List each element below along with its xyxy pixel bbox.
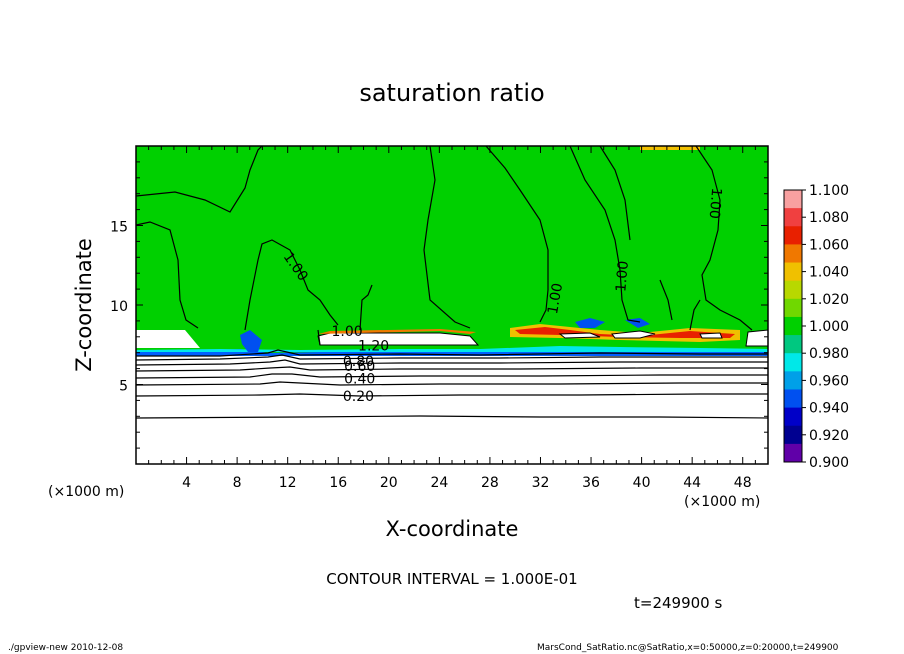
contour-label: 1.00 [545,282,566,315]
y-tick-label: 15 [110,220,128,236]
x-tick-label: 24 [430,475,448,491]
x-tick-label: 12 [279,475,297,491]
x-tick-label: 16 [329,475,347,491]
field-cloud-white-right [558,330,723,339]
contour-label: 0.20 [343,389,374,405]
colorbar-label: 0.980 [809,346,849,362]
colorbar-swatch [784,407,802,427]
y-tick-label: 10 [110,299,128,315]
contour-label: 0.40 [344,372,375,388]
contour-labels: 1.001.001.001.001.001.200.800.600.400.20 [280,187,724,405]
x-tick-label: 40 [633,475,651,491]
colorbar-swatch [784,443,802,463]
colorbar-swatch [784,190,802,209]
colorbar-swatch [784,226,802,245]
field-top-yellow-strip [640,146,700,150]
x-tick-label: 36 [582,475,600,491]
colorbar-swatch [784,280,802,300]
plot-area: 1.001.001.001.001.001.200.800.600.400.20 [136,146,768,464]
x-tick-label: 8 [233,475,242,491]
colorbar-label: 0.900 [809,455,849,471]
field-cloud-orange-top [318,329,476,334]
x-unit-left: (×1000 m) [48,484,124,500]
y-axis: 5 10 15 [110,161,768,449]
colorbar-swatch [784,208,802,227]
x-axis-label: X-coordinate [386,517,519,541]
x-axis: 4 8 12 16 20 24 28 32 36 40 44 48 [148,146,756,491]
contours-subsat [136,349,768,419]
colorbar: 1.100 1.080 1.060 1.040 1.020 1.000 0.980 0.960… [783,183,849,471]
colorbar-swatch [784,425,802,445]
contour-interval: CONTOUR INTERVAL = 1.000E-01 [326,570,577,588]
field-cloud-white-core [136,330,200,348]
footer-left: ./gpview-new 2010-12-08 [8,643,123,653]
colorbar-swatch [784,335,802,354]
colorbar-swatch [784,353,802,372]
contours-1.00 [136,146,753,346]
colorbar-label: 1.080 [809,210,849,226]
x-tick-label: 44 [683,475,701,491]
colorbar-label: 0.920 [809,428,849,444]
colorbar-label: 1.100 [809,183,849,199]
field-cloud-white-core-3 [745,329,768,347]
chart-title: saturation ratio [359,79,544,107]
x-tick-label: 48 [734,475,752,491]
contour-label: 1.20 [358,338,389,354]
time-label: t=249900 s [634,594,722,612]
colorbar-swatch [784,389,802,409]
field-cloud-cyan-edge [136,346,768,352]
contour-label: 1.00 [706,187,725,219]
colorbar-label: 1.020 [809,292,849,308]
colorbar-label: 0.940 [809,401,849,417]
contour-label: 1.00 [332,324,363,340]
contour-label: 0.60 [344,359,375,375]
contour-label: 1.00 [613,260,632,292]
footer-right: MarsCond_SatRatio.nc@SatRatio,x=0:50000,… [537,643,839,653]
x-tick-label: 28 [481,475,499,491]
colorbar-label: 1.060 [809,237,849,253]
colorbar-swatch [784,244,802,264]
x-tick-label: 32 [532,475,550,491]
contour-label: 0.80 [343,354,374,370]
colorbar-label: 0.960 [809,373,849,389]
field-undersat-layer [136,354,768,464]
colorbar-swatch [784,298,802,318]
colorbar-swatch [784,262,802,282]
colorbar-swatch [784,371,802,390]
x-unit-right: (×1000 m) [684,494,760,510]
colorbar-label: 1.040 [809,265,849,281]
x-tick-label: 20 [380,475,398,491]
colorbar-label: 1.000 [809,319,849,335]
y-axis-label: Z-coordinate [72,238,96,372]
colorbar-swatch [784,316,802,336]
x-tick-label: 4 [182,475,191,491]
y-tick-label: 5 [119,379,128,395]
